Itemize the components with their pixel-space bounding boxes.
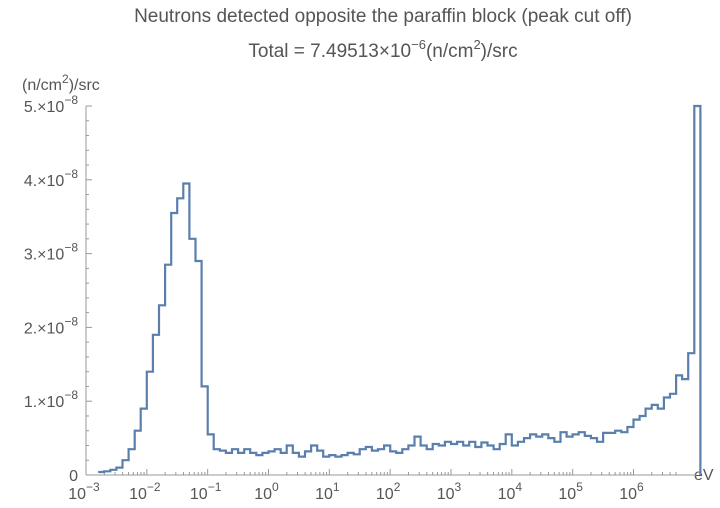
subtitle-prefix: Total = 7.49513 [248, 41, 378, 62]
x-tick-label-base: 10 [376, 486, 394, 503]
y-tick-label: 3.×10−8 [24, 241, 78, 264]
y-tick-label-mant: 5.×10 [24, 99, 65, 116]
y-tick-label-exp: −8 [64, 241, 78, 255]
y-tick-label-mant: 2.×10 [24, 320, 65, 337]
subtitle-unit-exp: 2 [473, 37, 480, 52]
y-tick-label-exp: −8 [64, 388, 78, 402]
subtitle-base: 10 [390, 41, 411, 62]
y-tick-label-mant: 0 [69, 468, 78, 485]
x-tick-label-base: 10 [254, 486, 272, 503]
x-tick-label: 105 [558, 480, 583, 503]
chart-title: Neutrons detected opposite the paraffin … [134, 6, 632, 27]
subtitle-unit-open: (n/cm [426, 41, 474, 62]
y-axis-label: (n/cm2)/src [22, 72, 100, 94]
y-tick-label: 1.×10−8 [24, 388, 78, 411]
x-tick-label-exp: 6 [637, 480, 644, 494]
x-tick-label: 10−2 [129, 480, 161, 503]
chart-subtitle: Total = 7.49513×10−6(n/cm2)/src [248, 37, 517, 62]
subtitle-exponent: −6 [411, 37, 426, 52]
x-tick-label-exp: 3 [455, 480, 462, 494]
x-tick-label-exp: −2 [147, 480, 161, 494]
x-tick-label-base: 10 [190, 486, 208, 503]
x-tick-label-exp: 2 [394, 480, 401, 494]
x-tick-label: 101 [315, 480, 340, 503]
x-tick-label: 10−1 [190, 480, 222, 503]
x-tick-label: 10−3 [68, 480, 100, 503]
x-tick-label-base: 10 [68, 486, 86, 503]
y-tick-label-exp: −8 [64, 93, 78, 107]
y-tick-label-exp: −8 [64, 167, 78, 181]
x-tick-label-base: 10 [437, 486, 455, 503]
y-axis-label-close: )/src [69, 77, 100, 94]
x-tick-label-exp: 1 [333, 480, 340, 494]
x-tick-label-base: 10 [619, 486, 637, 503]
x-tick-label-exp: 4 [515, 480, 522, 494]
x-tick-label-exp: 5 [576, 480, 583, 494]
y-tick-label-mant: 4.×10 [24, 173, 65, 190]
x-tick-label-exp: −3 [86, 480, 100, 494]
y-tick-label-mant: 3.×10 [24, 247, 65, 264]
x-tick-label-exp: −1 [208, 480, 222, 494]
subtitle-times: × [379, 41, 390, 62]
ticks: 10−3 10−2 10−1 100 101 102 103 104 105 10601.×10−… [24, 93, 677, 503]
axes [85, 106, 696, 476]
x-tick-label: 102 [376, 480, 401, 503]
x-axis-label: eV [694, 467, 714, 484]
x-tick-label-base: 10 [315, 486, 333, 503]
subtitle-unit-close: )/src [481, 41, 518, 62]
x-tick-label: 100 [254, 480, 279, 503]
y-tick-label: 2.×10−8 [24, 314, 78, 337]
x-tick-label-exp: 0 [272, 480, 279, 494]
y-axis-label-open: (n/cm [22, 77, 62, 94]
y-tick-label: 4.×10−8 [24, 167, 78, 190]
y-tick-label-exp: −8 [64, 314, 78, 328]
y-axis-label-exp: 2 [62, 72, 69, 86]
y-tick-label-mant: 1.×10 [24, 394, 65, 411]
series-histogram-line [98, 104, 702, 475]
x-tick-label-base: 10 [558, 486, 576, 503]
y-tick-label: 0 [69, 468, 78, 485]
x-tick-label: 106 [619, 480, 644, 503]
x-tick-label: 103 [437, 480, 462, 503]
y-tick-label: 5.×10−8 [24, 93, 78, 116]
x-tick-label-base: 10 [129, 486, 147, 503]
x-tick-label: 104 [498, 480, 523, 503]
series-layer [98, 104, 702, 475]
x-tick-label-base: 10 [498, 486, 516, 503]
